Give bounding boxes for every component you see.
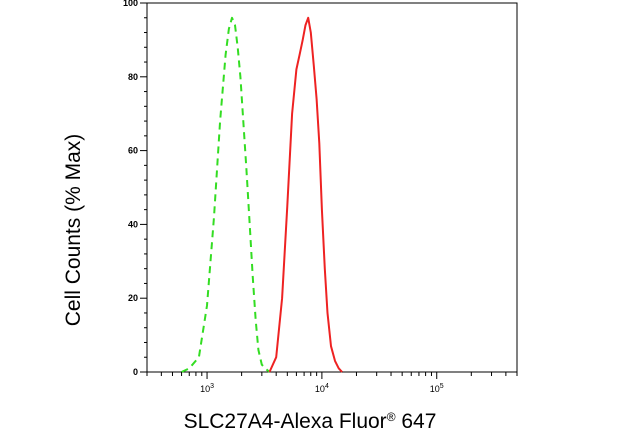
y-tick-label: 100 xyxy=(123,0,138,8)
y-ticks: 0 20 40 60 80 100 xyxy=(123,0,147,377)
series-line-1 xyxy=(268,16,343,373)
x-axis-label-suffix: 647 xyxy=(396,410,437,433)
y-axis-label: Cell Counts (% Max) xyxy=(62,134,85,327)
x-axis-label-superscript: ® xyxy=(387,410,396,424)
plot-border xyxy=(146,2,518,373)
y-tick-label: 40 xyxy=(128,219,138,229)
x-tick-label: 103 xyxy=(200,383,214,394)
series-layer xyxy=(181,16,343,373)
y-tick-label: 0 xyxy=(133,367,138,377)
x-ticks: 103 104 105 xyxy=(146,372,518,394)
x-tick-label: 105 xyxy=(430,383,444,394)
y-tick-label: 80 xyxy=(128,72,138,82)
series-line-0 xyxy=(181,16,271,373)
y-tick-label: 20 xyxy=(128,293,138,303)
x-axis-label: SLC27A4-Alexa Fluor® 647 xyxy=(184,410,437,433)
x-tick-label: 104 xyxy=(315,383,329,394)
x-axis-label-main: SLC27A4-Alexa Fluor xyxy=(184,410,387,433)
plot-frame xyxy=(146,2,518,373)
y-tick-label: 60 xyxy=(128,146,138,156)
